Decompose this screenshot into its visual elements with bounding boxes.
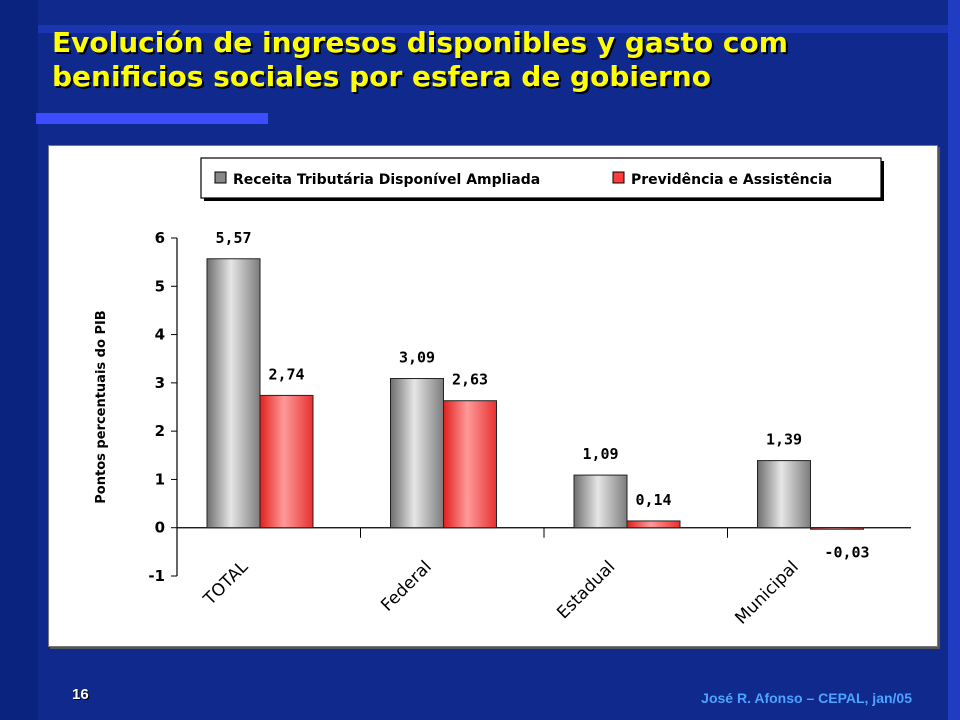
footer-credit: José R. Afonso – CEPAL, jan/05	[701, 690, 912, 706]
category-label: Municipal	[731, 557, 802, 628]
y-tick-label: 2	[155, 422, 165, 440]
bar-previdencia	[259, 394, 314, 529]
legend-box	[200, 157, 882, 199]
bar-previdencia	[626, 520, 681, 529]
left-accent-bar	[0, 0, 38, 720]
data-label: 3,09	[399, 349, 435, 367]
y-tick-label: -1	[148, 567, 165, 585]
data-label: 1,09	[582, 445, 618, 463]
bar-previdencia	[810, 527, 864, 530]
chart-panel: -1 0 1 2 3 4 5 6 Pontos percentuais do PIB 5,57 2,…	[48, 145, 938, 647]
bar-chart: -1 0 1 2 3 4 5 6 Pontos percentuais do PIB 5,57 2,…	[94, 157, 911, 628]
category-label: TOTAL	[199, 557, 252, 610]
data-label: 1,39	[766, 431, 802, 449]
category-label: Estadual	[553, 557, 619, 623]
y-tick-label: 5	[155, 277, 165, 295]
data-label: 2,63	[452, 371, 488, 389]
legend-label: Receita Tributária Disponível Ampliada	[233, 172, 540, 188]
data-label: 2,74	[268, 365, 304, 383]
y-tick-label: 3	[155, 374, 165, 392]
legend-swatch	[214, 171, 227, 184]
bar-receita	[757, 460, 811, 529]
y-tick-label: 4	[155, 326, 165, 344]
data-label: 5,57	[215, 229, 251, 247]
bar-receita	[390, 378, 444, 529]
bar-previdencia	[443, 400, 497, 529]
data-label: -0,03	[824, 544, 869, 562]
data-label: 0,14	[635, 491, 671, 509]
top-accent-band	[38, 25, 960, 33]
bar-receita	[573, 474, 628, 529]
y-tick-label: 1	[155, 470, 165, 488]
y-tick-label: 0	[155, 519, 165, 537]
legend-swatch	[612, 171, 625, 184]
bar-receita	[206, 258, 261, 529]
slide-title: Evolución de ingresos disponibles y gast…	[52, 26, 788, 93]
page-number: 16	[72, 686, 89, 703]
category-label: Federal	[377, 557, 435, 615]
y-axis-title: Pontos percentuais do PIB	[94, 310, 109, 503]
legend-label: Previdência e Assistência	[631, 172, 832, 188]
right-accent-bar	[948, 0, 960, 720]
y-tick-label: 6	[155, 229, 165, 247]
title-underline	[36, 113, 268, 124]
